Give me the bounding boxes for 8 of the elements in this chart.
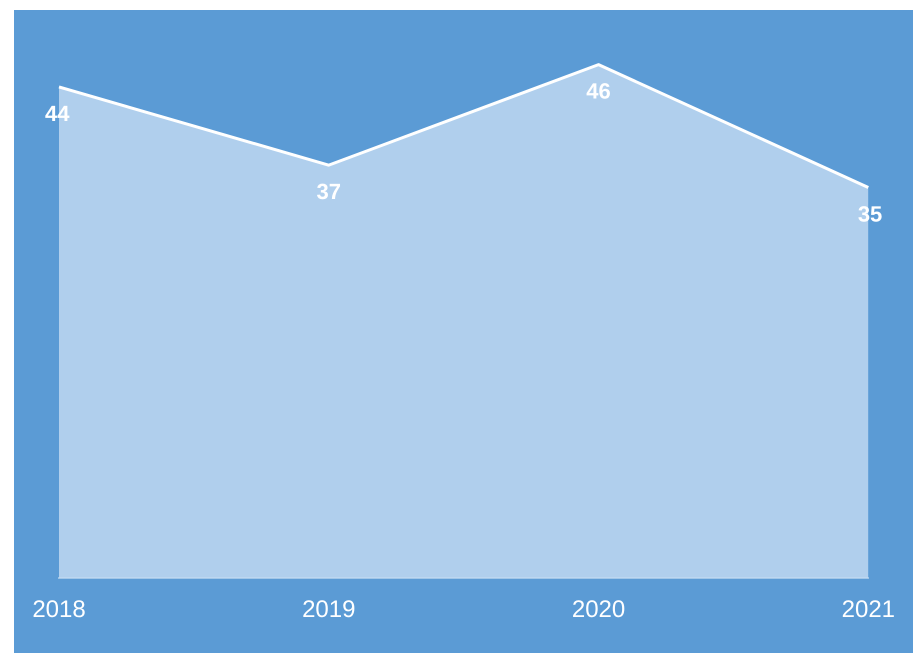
x-tick-label: 2021 [842,596,895,624]
data-label: 35 [858,202,882,227]
data-label: 37 [316,179,342,204]
data-label: 44 [45,101,70,126]
x-tick-label: 2020 [572,596,626,624]
data-label: 46 [586,78,611,104]
x-tick-label: 2018 [32,596,86,624]
x-tick-label: 2019 [302,596,356,624]
